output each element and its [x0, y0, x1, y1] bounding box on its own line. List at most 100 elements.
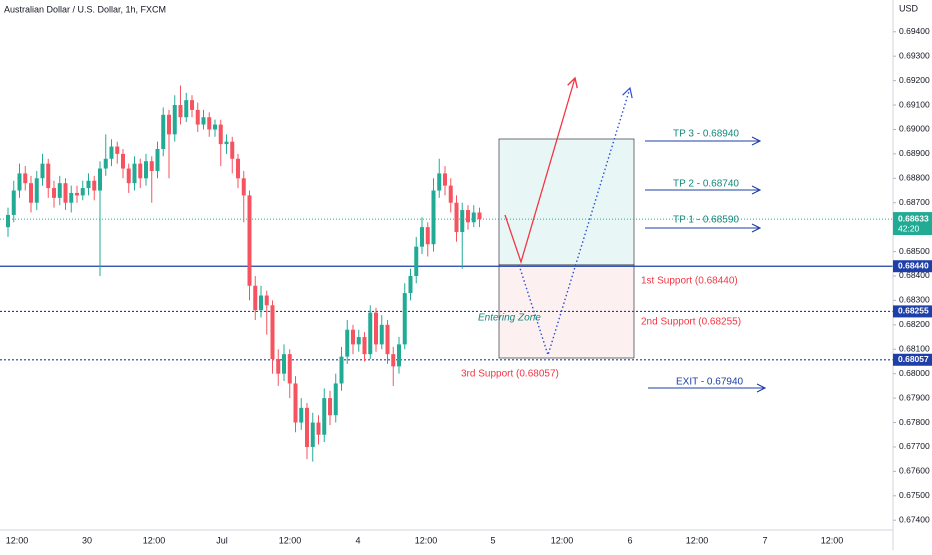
- x-tick-label: 7: [762, 535, 767, 545]
- y-tick-label: 0.68000: [899, 368, 930, 378]
- x-tick-label: Jul: [216, 535, 228, 545]
- candle-body: [420, 227, 424, 247]
- candle-body: [391, 354, 396, 367]
- candle-body: [299, 407, 304, 423]
- y-tick-label: 0.67700: [899, 441, 930, 451]
- y-tick-label: 0.69200: [899, 75, 930, 85]
- support-label: 3rd Support (0.68057): [461, 369, 559, 380]
- candle-body: [322, 398, 327, 435]
- candle-body: [437, 173, 442, 191]
- candle-body: [103, 158, 108, 169]
- candle-body: [161, 114, 166, 149]
- candle-body: [287, 354, 292, 384]
- annotations: TP 3 - 0.68940 TP 2 - 0.68740 TP 1 - 0.6…: [461, 76, 765, 388]
- candle-body: [34, 178, 39, 203]
- candle-body: [184, 100, 189, 118]
- candle-body: [414, 246, 419, 276]
- candle-body: [23, 173, 28, 184]
- price-axis: 0.69400 0.69300 0.69200 0.69100 0.69000 0.689…: [893, 26, 932, 524]
- entering-zone-label: Entering Zone: [478, 313, 541, 324]
- candle-body: [466, 210, 470, 223]
- candle-body: [190, 100, 194, 110]
- candle-body: [264, 295, 269, 306]
- candle-body: [63, 183, 68, 203]
- red-arrow: [504, 76, 578, 265]
- candle-body: [425, 227, 430, 245]
- candle-body: [126, 168, 131, 184]
- level-price-box: [893, 260, 932, 273]
- axis-unit: USD: [899, 3, 919, 13]
- candle-body: [155, 148, 160, 171]
- tp2-label: TP 2 - 0.68740: [673, 179, 739, 190]
- y-tick-label: 0.69400: [899, 26, 930, 36]
- candle-body: [368, 312, 373, 355]
- candle-body: [121, 153, 125, 169]
- x-tick-label: 6: [627, 535, 632, 545]
- candle-body: [333, 383, 338, 416]
- y-tick-label: 0.67600: [899, 466, 930, 476]
- y-tick-label: 0.68400: [899, 270, 930, 280]
- y-tick-label: 0.67400: [899, 514, 930, 524]
- candle-body: [454, 202, 459, 233]
- candle-body: [172, 105, 177, 135]
- candle-body: [6, 214, 10, 228]
- candle-body: [402, 293, 407, 345]
- countdown-label: 42:20: [898, 223, 920, 233]
- x-tick-label: 12:00: [551, 535, 574, 545]
- level-price-label: 0.68255: [898, 306, 929, 316]
- candle-body: [448, 185, 453, 203]
- candle-body: [11, 190, 16, 215]
- candle-body: [109, 146, 114, 159]
- candle-body: [310, 422, 315, 447]
- candle-body: [115, 146, 120, 154]
- level-price-label: 0.68440: [898, 260, 929, 270]
- candle-body: [471, 212, 476, 223]
- x-tick-label: 12:00: [6, 535, 29, 545]
- candle-body: [397, 344, 401, 367]
- y-tick-label: 0.67900: [899, 392, 930, 402]
- candle-body: [224, 141, 229, 145]
- candle-body: [149, 161, 154, 171]
- x-tick-label: 12:00: [686, 535, 709, 545]
- candle-body: [52, 188, 56, 198]
- candle-body: [230, 141, 235, 159]
- candle-body: [385, 324, 390, 355]
- y-tick-label: 0.69300: [899, 50, 930, 60]
- candle-body: [305, 407, 309, 447]
- candle-body: [241, 178, 246, 196]
- last-price-box: [893, 212, 932, 236]
- level-price-box: [893, 305, 932, 318]
- candle-body: [57, 183, 62, 198]
- candle-body: [167, 114, 171, 135]
- x-tick-label: 12:00: [279, 535, 302, 545]
- y-tick-label: 0.68800: [899, 173, 930, 183]
- level-price-label: 0.68057: [898, 354, 929, 364]
- x-tick-label: 12:00: [415, 535, 438, 545]
- candle-body: [477, 212, 482, 220]
- candle-body: [218, 124, 223, 145]
- candle-body: [207, 117, 212, 130]
- candle-body: [213, 124, 217, 130]
- candle-body: [351, 329, 355, 345]
- candle-body: [92, 180, 97, 191]
- dotted-arrow: [518, 86, 633, 358]
- support-label: 1st Support (0.68440): [641, 276, 738, 287]
- last-price-label: 0.68633: [898, 213, 929, 223]
- candle-body: [443, 173, 447, 186]
- plot: [0, 85, 893, 462]
- level-price-box: [893, 353, 932, 366]
- y-tick-label: 0.68100: [899, 344, 930, 354]
- y-tick-label: 0.68900: [899, 148, 930, 158]
- candle-body: [247, 195, 252, 286]
- y-tick-label: 0.68700: [899, 197, 930, 207]
- candle-body: [460, 210, 465, 233]
- x-tick-label: 12:00: [143, 535, 166, 545]
- candle-body: [195, 109, 200, 125]
- candle-body: [75, 192, 79, 196]
- y-tick-label: 0.67800: [899, 417, 930, 427]
- x-tick-label: 4: [355, 535, 360, 545]
- candle-body: [431, 190, 436, 245]
- candle-body: [379, 324, 384, 345]
- candle-body: [40, 163, 45, 179]
